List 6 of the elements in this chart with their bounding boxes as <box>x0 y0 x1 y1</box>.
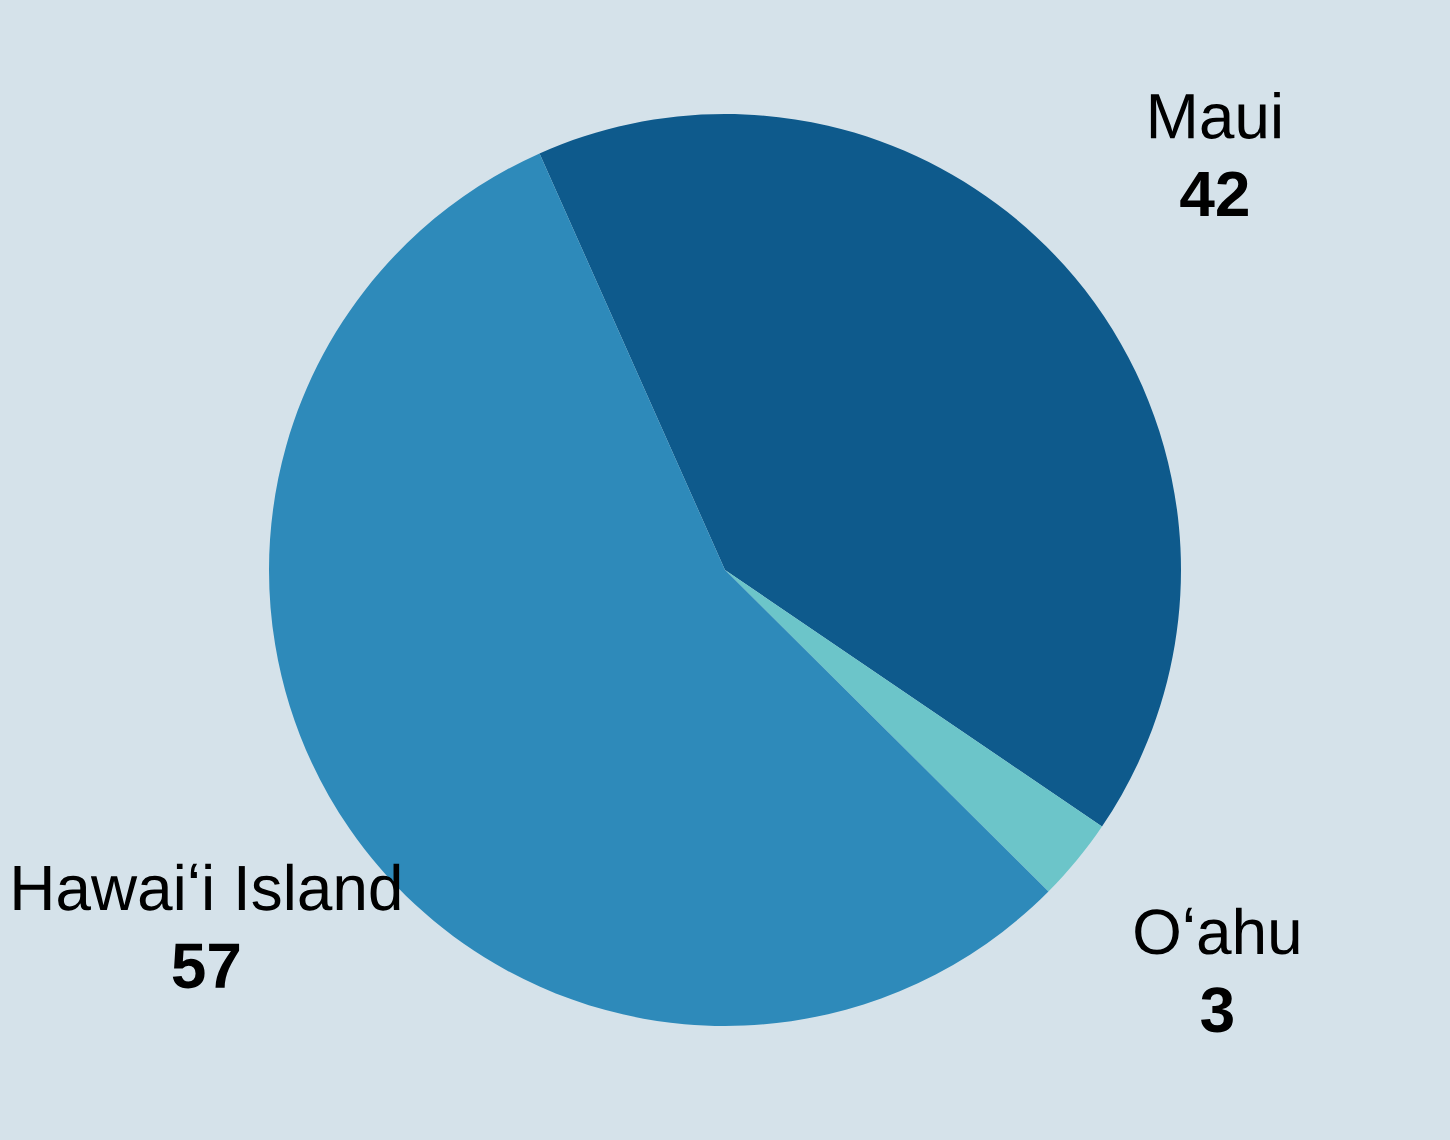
data-label: 3 <box>1201 987 1233 1033</box>
data-label: 42 <box>1180 171 1248 217</box>
data-label: 57 <box>172 943 240 989</box>
slice-label: Maui <box>1150 91 1280 139</box>
slice-label: Oʻahu <box>1135 907 1299 955</box>
slice-label: Hawaiʻi Island <box>14 863 400 911</box>
